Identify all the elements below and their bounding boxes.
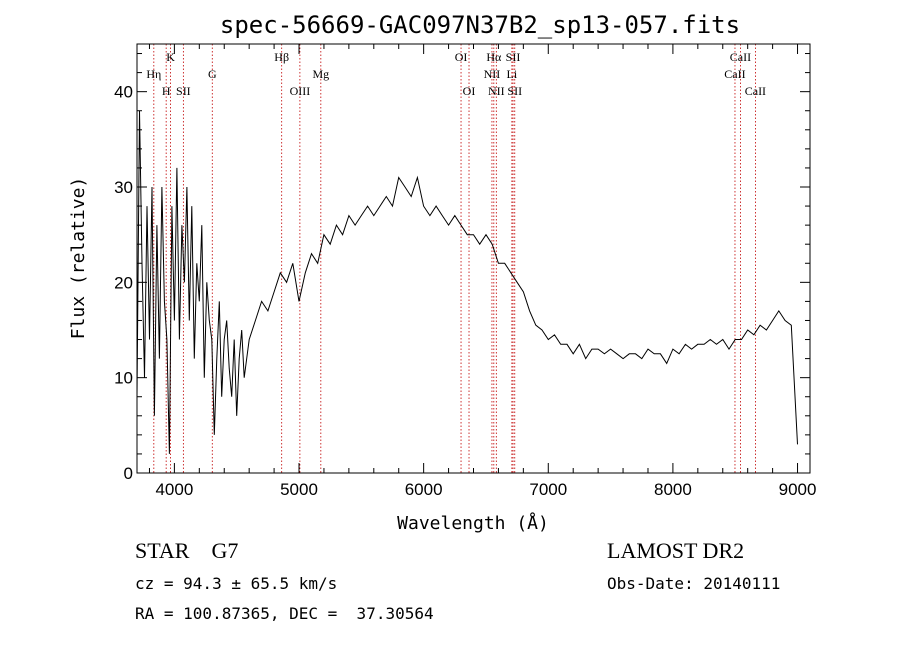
line-marker-label: SII — [176, 84, 191, 98]
x-tick-label: 6000 — [405, 480, 443, 499]
y-tick-label: 0 — [124, 464, 133, 483]
y-tick-label: 40 — [114, 83, 133, 102]
x-tick-label: 8000 — [654, 480, 692, 499]
redshift-velocity: cz = 94.3 ± 65.5 km/s — [135, 574, 338, 593]
y-tick-label: 10 — [114, 369, 133, 388]
x-tick-label: 9000 — [779, 480, 817, 499]
line-marker-label: NII — [484, 67, 501, 81]
y-tick-label: 20 — [114, 273, 133, 292]
x-axis-ticks: 4000 5000 6000 7000 8000 9000 — [148, 44, 817, 499]
x-tick-label: 5000 — [280, 480, 318, 499]
line-marker-label: OIII — [290, 84, 311, 98]
survey-name: LAMOST DR2 — [607, 538, 745, 563]
line-marker-label: CaII — [724, 67, 745, 81]
x-axis-label: Wavelength (Å) — [397, 512, 549, 534]
line-marker-label: Mg — [312, 67, 329, 81]
ra-dec-coordinates: RA = 100.87365, DEC = 37.30564 — [135, 604, 434, 623]
emission-line-markers — [153, 44, 756, 473]
line-marker-label: Hβ — [274, 50, 289, 64]
line-marker-label: SII — [506, 50, 521, 64]
x-tick-label: 7000 — [529, 480, 567, 499]
line-marker-label: G — [208, 67, 217, 81]
y-axis-label: Flux (relative) — [68, 177, 89, 340]
line-marker-label: K — [166, 50, 175, 64]
line-marker-label: CaII — [745, 84, 766, 98]
emission-line-labels: HHηKSIIGHβOIIIMgOIOIHαNIINIISIILiSIICaII… — [146, 50, 766, 98]
line-marker-label: CaII — [730, 50, 751, 64]
line-marker-label: OI — [463, 84, 476, 98]
line-marker-label: Hη — [146, 67, 161, 81]
line-marker-label: SII — [507, 84, 522, 98]
line-marker-label: H — [162, 84, 171, 98]
observation-date: Obs-Date: 20140111 — [607, 574, 781, 593]
object-class: STAR G7 — [135, 538, 239, 563]
plot-frame — [136, 43, 811, 474]
line-marker-label: NII — [488, 84, 505, 98]
line-marker-label: OI — [455, 50, 468, 64]
line-marker-label: Hα — [486, 50, 502, 64]
x-tick-label: 4000 — [155, 480, 193, 499]
y-axis-ticks: 0 10 20 30 40 — [114, 53, 810, 483]
spectrum-line — [136, 110, 798, 454]
y-tick-label: 30 — [114, 178, 133, 197]
line-marker-label: Li — [507, 67, 518, 81]
chart-title: spec-56669-GAC097N37B2_sp13-057.fits — [220, 11, 740, 39]
